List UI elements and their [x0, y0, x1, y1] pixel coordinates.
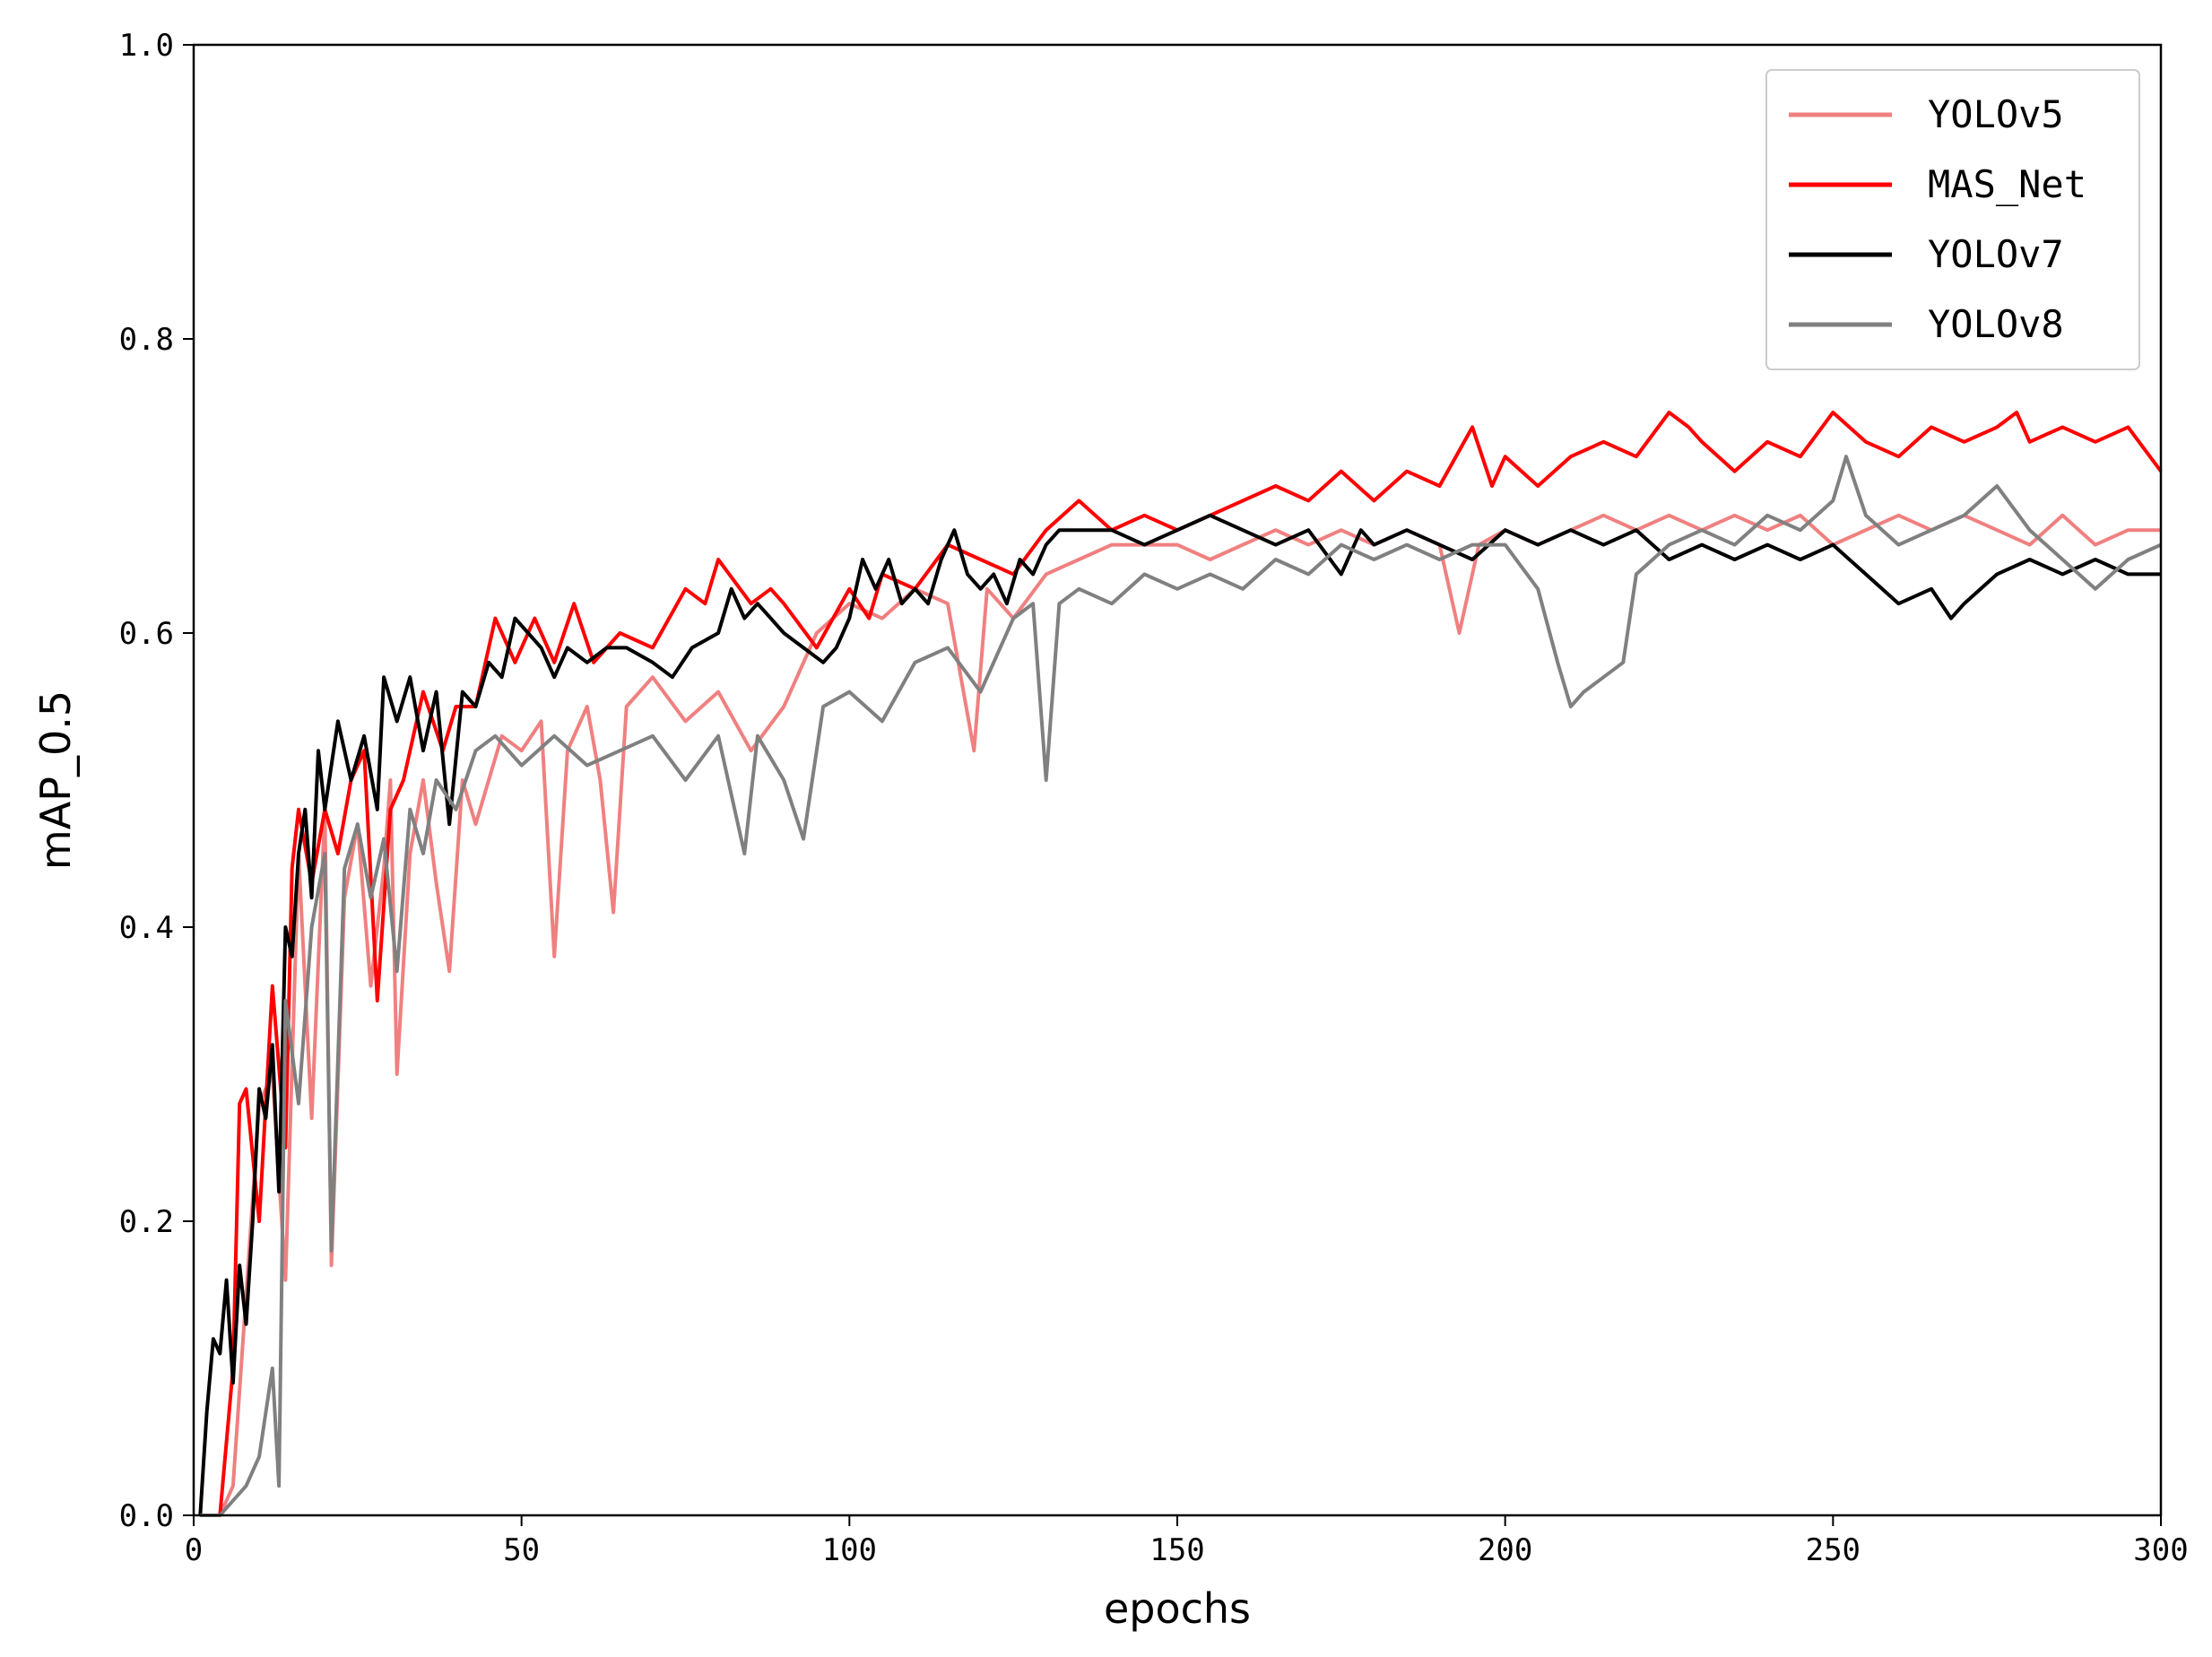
legend-box: [1765, 69, 2140, 370]
series-line-yolov8: [200, 455, 2162, 1517]
legend-label: YOLOv7: [1928, 232, 2064, 276]
legend-label: MAS_Net: [1928, 162, 2086, 206]
x-tick-label: 0: [185, 1532, 203, 1568]
y-tick-label: 1.0: [119, 28, 174, 64]
series-line-mas-net: [200, 411, 2163, 1517]
y-tick-label: 0.6: [119, 616, 174, 652]
x-tick-label: 150: [1149, 1532, 1204, 1568]
legend-label: YOLOv5: [1928, 92, 2064, 136]
series-line-yolov5: [200, 513, 2161, 1517]
legend-label: YOLOv8: [1928, 302, 2064, 346]
x-axis: 0 50 100 150 200 250 300: [185, 1515, 2189, 1568]
x-tick-label: 250: [1806, 1532, 1861, 1568]
y-tick-label: 0.8: [119, 322, 174, 358]
y-axis: 0.0 0.2 0.4 0.6 0.8 1.0: [119, 28, 194, 1534]
y-axis-label: mAP_0.5: [31, 690, 80, 870]
x-tick-label: 200: [1478, 1532, 1532, 1568]
legend: YOLOv5 MAS_Net YOLOv7 YOLOv8: [1765, 69, 2140, 370]
series-line-yolov7: [198, 513, 2161, 1516]
plot-lines: [198, 411, 2163, 1517]
x-tick-label: 300: [2133, 1532, 2188, 1568]
y-tick-label: 0.2: [119, 1204, 174, 1240]
x-tick-label: 100: [822, 1532, 877, 1568]
y-tick-label: 0.0: [119, 1498, 174, 1534]
x-axis-label: epochs: [1104, 1584, 1251, 1633]
y-tick-label: 0.4: [119, 910, 174, 946]
x-tick-label: 50: [503, 1532, 540, 1568]
